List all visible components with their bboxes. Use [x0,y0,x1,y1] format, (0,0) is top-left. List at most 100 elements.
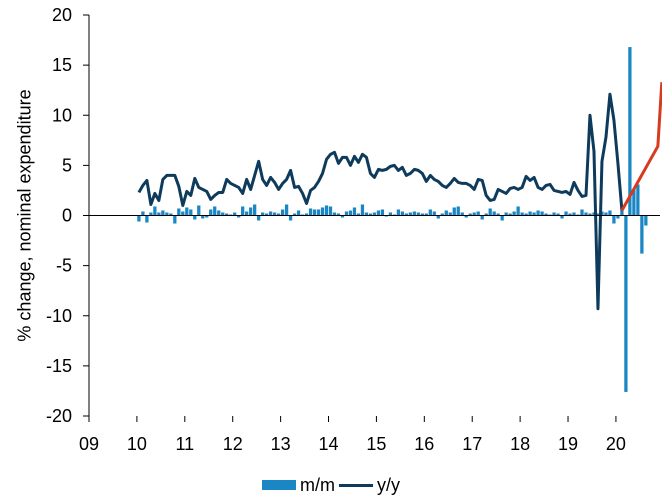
bar-m-m [488,208,492,216]
bar-m-m [384,215,389,217]
bar-m-m [520,212,524,216]
legend-label-y-y: y/y [376,474,400,495]
bar-m-m [556,213,560,216]
bar-m-m [588,213,592,216]
y-axis-title: % change, nominal expenditure [14,89,34,341]
bar-m-m [492,211,496,216]
bar-m-m [412,211,416,216]
bar-m-m [233,212,237,216]
bar-m-m [292,213,297,216]
bar-m-m [197,205,201,216]
bar-m-m [632,189,636,216]
bar-m-m [396,209,401,216]
bar-m-m [440,213,444,216]
y-tick-label: -5 [56,256,72,276]
bar-m-m [316,209,321,216]
x-tick-label: 11 [175,434,194,454]
x-tick-label: 19 [558,434,578,454]
bar-m-m [324,205,329,216]
bar-m-m [464,215,468,218]
bar-m-m [572,212,576,216]
x-tick-label: 10 [127,434,147,454]
bar-m-m [636,184,640,216]
y-tick-label: 5 [62,155,72,175]
bar-m-m [145,215,149,223]
bar-m-m [444,210,448,216]
y-tick-label: -10 [46,306,72,326]
legend-item-m-m: m/m [261,475,335,496]
bar-m-m [380,209,385,216]
bar-series-m-m [137,47,648,392]
bar-m-m [536,210,540,216]
legend-swatch-y-y [338,483,373,487]
bar-m-m [149,212,153,216]
bar-m-m [368,213,373,216]
chart-svg: -20 -15 -10 -5 0 5 10 15 20 09 10 11 12 13 14 15 16 17 18… [14,5,662,454]
bar-m-m [201,215,205,219]
y-tick-label: 10 [52,105,72,125]
x-tick-label: 16 [414,434,434,454]
bar-m-m [456,206,460,216]
bar-m-m [532,212,536,216]
bar-m-m [548,214,552,216]
bar-m-m [253,204,257,216]
bar-m-m [580,209,584,216]
y-tick-label: 15 [52,55,72,75]
bar-m-m [476,211,480,216]
bar-m-m [249,207,253,216]
bar-m-m [392,214,397,216]
bar-m-m [612,215,616,224]
bar-m-m [480,215,484,220]
bar-m-m [177,208,181,216]
bar-m-m [261,212,265,216]
bar-m-m [276,213,281,216]
bar-m-m [225,213,229,216]
bar-m-m [268,211,273,216]
bar-m-m [209,209,213,216]
bar-m-m [229,214,233,216]
bar-m-m [189,209,193,216]
bar-m-m [221,212,225,216]
bar-m-m [628,47,632,216]
bar-m-m [237,215,241,218]
y-tick-label: 20 [52,5,72,25]
bar-m-m [436,215,440,219]
bar-m-m [169,213,173,216]
bar-m-m [540,211,544,216]
bar-m-m [364,212,369,216]
bar-m-m [372,212,377,216]
line-y-y [137,92,624,311]
bar-m-m [161,210,165,216]
bar-m-m [356,213,361,216]
x-tick-label: 12 [223,434,243,454]
bar-m-m [448,212,452,216]
y-tick-label: 0 [62,206,72,226]
y-axis: -20 -15 -10 -5 0 5 10 15 20 [46,5,90,426]
bar-m-m [217,210,221,216]
bar-m-m [564,211,568,216]
bar-m-m [193,215,197,220]
bar-m-m [584,212,588,216]
bar-m-m [272,212,277,216]
bar-m-m [468,213,472,216]
x-tick-label: 09 [79,434,99,454]
bar-m-m [280,209,285,216]
bar-m-m [608,210,612,216]
bar-m-m [432,211,436,216]
legend-item-y-y: y/y [338,474,400,496]
legend: m/m y/y [0,473,662,497]
bar-m-m [500,215,504,221]
x-tick-label: 13 [271,434,291,454]
bar-m-m [185,207,189,216]
bar-m-m [524,213,528,216]
bar-m-m [157,212,161,216]
bar-m-m [137,215,141,222]
bar-m-m [388,212,393,216]
bar-m-m [141,211,145,216]
bar-m-m [304,213,309,216]
line-series-y-y [137,82,662,311]
x-tick-label: 15 [366,434,386,454]
bar-m-m [624,215,628,392]
bar-m-m [408,212,412,216]
bar-m-m [616,215,620,219]
